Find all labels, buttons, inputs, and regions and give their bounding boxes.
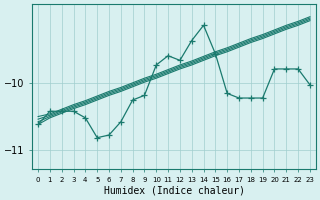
- X-axis label: Humidex (Indice chaleur): Humidex (Indice chaleur): [103, 186, 244, 196]
